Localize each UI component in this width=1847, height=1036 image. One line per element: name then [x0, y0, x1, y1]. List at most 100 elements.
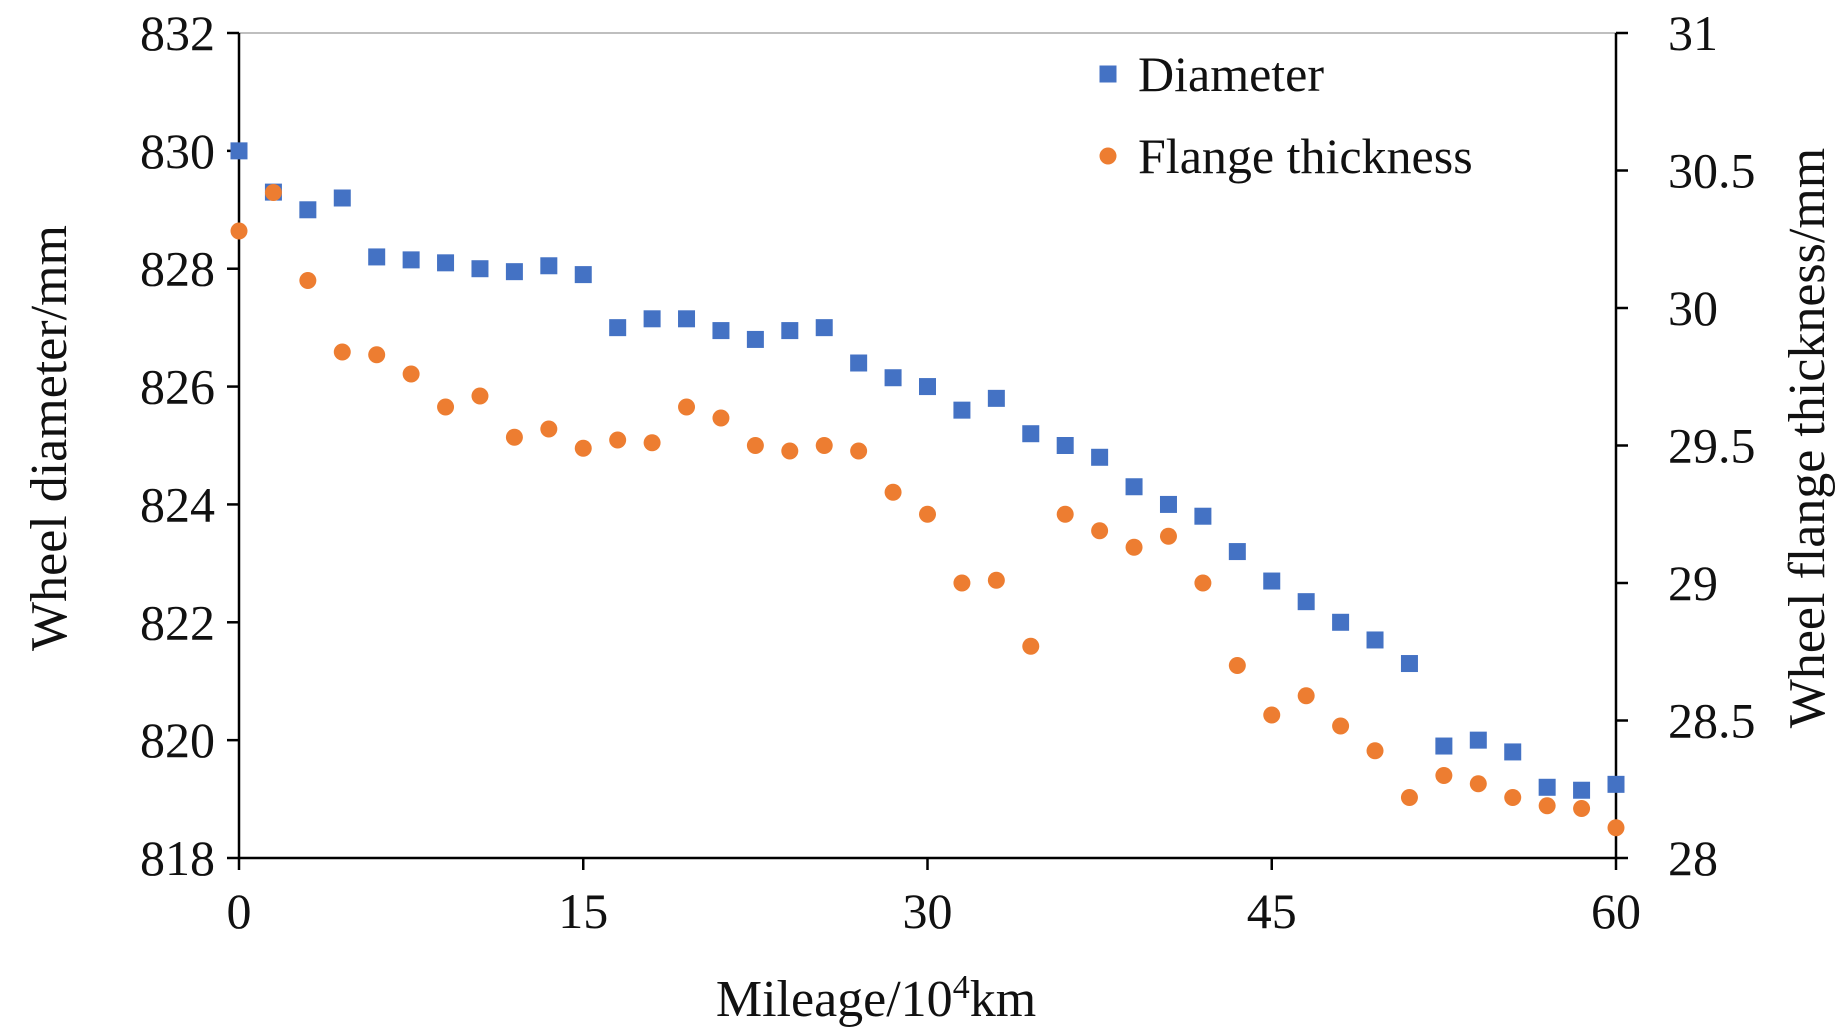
flange-thickness-point — [815, 437, 833, 454]
y-axis-title-left: Wheel diameter/mm — [21, 225, 78, 651]
diameter-point — [230, 142, 248, 160]
flange-thickness-point — [1538, 797, 1556, 815]
y-axis-title-right: Wheel flange thickness/mm — [1779, 148, 1836, 728]
legend: Diameter Flange thickness — [1099, 46, 1473, 184]
flange-thickness-point — [884, 483, 902, 501]
diameter-point — [953, 401, 971, 419]
diameter-point — [505, 263, 523, 281]
data-marks — [230, 142, 1625, 837]
y-left-tick-label: 826 — [140, 359, 215, 415]
diameter-point — [1435, 737, 1453, 755]
flange-thickness-point — [1469, 775, 1487, 793]
diameter-point — [1022, 425, 1040, 443]
diameter-point — [402, 251, 420, 269]
y-left-tick-label: 818 — [140, 830, 215, 886]
flange-thickness-point — [230, 222, 248, 240]
diameter-point — [1469, 731, 1487, 749]
diameter-point — [609, 319, 627, 337]
diameter-point — [1504, 743, 1522, 761]
x-tick-label: 30 — [903, 883, 953, 939]
flange-thickness-point — [1159, 527, 1177, 545]
x-axis-title: Mileage/104km — [716, 969, 1036, 1029]
legend-diameter-label: Diameter — [1138, 46, 1324, 102]
diameter-point — [1573, 781, 1591, 799]
flange-thickness-point — [678, 398, 696, 416]
y-right-tick-label: 28.5 — [1668, 693, 1756, 749]
y-right-tick-label: 31 — [1668, 5, 1718, 61]
flange-thickness-point — [540, 420, 558, 438]
y-left-tick-label: 822 — [140, 594, 215, 650]
y-right-tick-label: 30.5 — [1668, 143, 1756, 199]
diameter-point — [368, 248, 386, 266]
y-left-tick-label: 830 — [140, 123, 215, 179]
flange-thickness-point — [1504, 789, 1522, 806]
flange-thickness-point — [1194, 574, 1212, 592]
diameter-point — [471, 260, 489, 278]
flange-thickness-point — [471, 387, 489, 405]
diameter-point — [540, 257, 558, 275]
diameter-point — [1332, 613, 1350, 631]
y-left-tick-label: 820 — [140, 712, 215, 768]
legend-diameter-swatch — [1099, 65, 1117, 83]
flange-thickness-point — [781, 442, 799, 460]
diameter-point — [299, 201, 317, 219]
flange-thickness-point — [1263, 706, 1281, 724]
diameter-point — [712, 322, 730, 340]
diameter-point — [574, 266, 592, 284]
flange-thickness-point — [919, 505, 936, 523]
flange-thickness-point — [299, 272, 317, 289]
flange-thickness-point — [333, 343, 351, 361]
flange-thickness-point — [368, 346, 386, 364]
flange-thickness-point — [574, 439, 592, 457]
flange-thickness-point — [987, 571, 1005, 589]
diameter-point — [1400, 655, 1418, 673]
flange-thickness-point — [1297, 687, 1315, 705]
y-left-tick-label: 832 — [140, 5, 215, 61]
flange-thickness-point — [609, 431, 627, 449]
x-tick-label: 0 — [227, 883, 252, 939]
y-right-tick-label: 29 — [1668, 555, 1718, 611]
y-right-tick-label: 29.5 — [1668, 418, 1756, 474]
diameter-point — [1125, 478, 1143, 496]
diameter-point — [850, 354, 868, 372]
diameter-point — [1159, 495, 1177, 513]
flange-thickness-point — [264, 184, 282, 201]
diameter-point — [1228, 543, 1246, 561]
y-left-tick-label: 824 — [140, 476, 215, 532]
flange-thickness-point — [1091, 522, 1109, 540]
flange-thickness-point — [1400, 789, 1418, 806]
x-tick-label: 15 — [558, 883, 608, 939]
axes: 0 15 30 45 60 818 820 822 824 826 828 830 832 28 28.5 2… — [140, 5, 1756, 939]
diameter-point — [815, 319, 833, 337]
diameter-point — [1194, 507, 1212, 525]
flange-thickness-point — [505, 428, 523, 446]
flange-thickness-point — [1435, 767, 1453, 784]
flange-thickness-point — [437, 398, 455, 416]
diameter-point — [1366, 631, 1384, 649]
flange-thickness-point — [1228, 657, 1246, 674]
flange-thickness-point — [1573, 800, 1591, 817]
flange-thickness-point — [1125, 538, 1143, 556]
diameter-point — [678, 310, 696, 328]
flange-thickness-point — [1056, 505, 1074, 523]
diameter-point — [1056, 437, 1074, 454]
diameter-point — [919, 378, 936, 396]
diameter-point — [746, 330, 764, 348]
diameter-point — [333, 189, 351, 207]
flange-thickness-point — [1332, 717, 1350, 735]
y-right-tick-label: 28 — [1668, 830, 1718, 886]
flange-thickness-point — [850, 442, 868, 460]
diameter-point — [1263, 572, 1281, 590]
flange-thickness-point — [402, 365, 420, 383]
diameter-point — [1538, 778, 1556, 796]
diameter-point — [643, 310, 661, 328]
diameter-point — [884, 369, 902, 387]
diameter-point — [781, 322, 799, 340]
diameter-point — [1091, 448, 1109, 466]
diameter-point — [987, 389, 1005, 407]
diameter-point — [1297, 593, 1315, 611]
x-tick-label: 60 — [1591, 883, 1641, 939]
diameter-point — [1607, 775, 1625, 793]
legend-flange-thickness-label: Flange thickness — [1138, 128, 1473, 184]
flange-thickness-point — [953, 574, 971, 592]
